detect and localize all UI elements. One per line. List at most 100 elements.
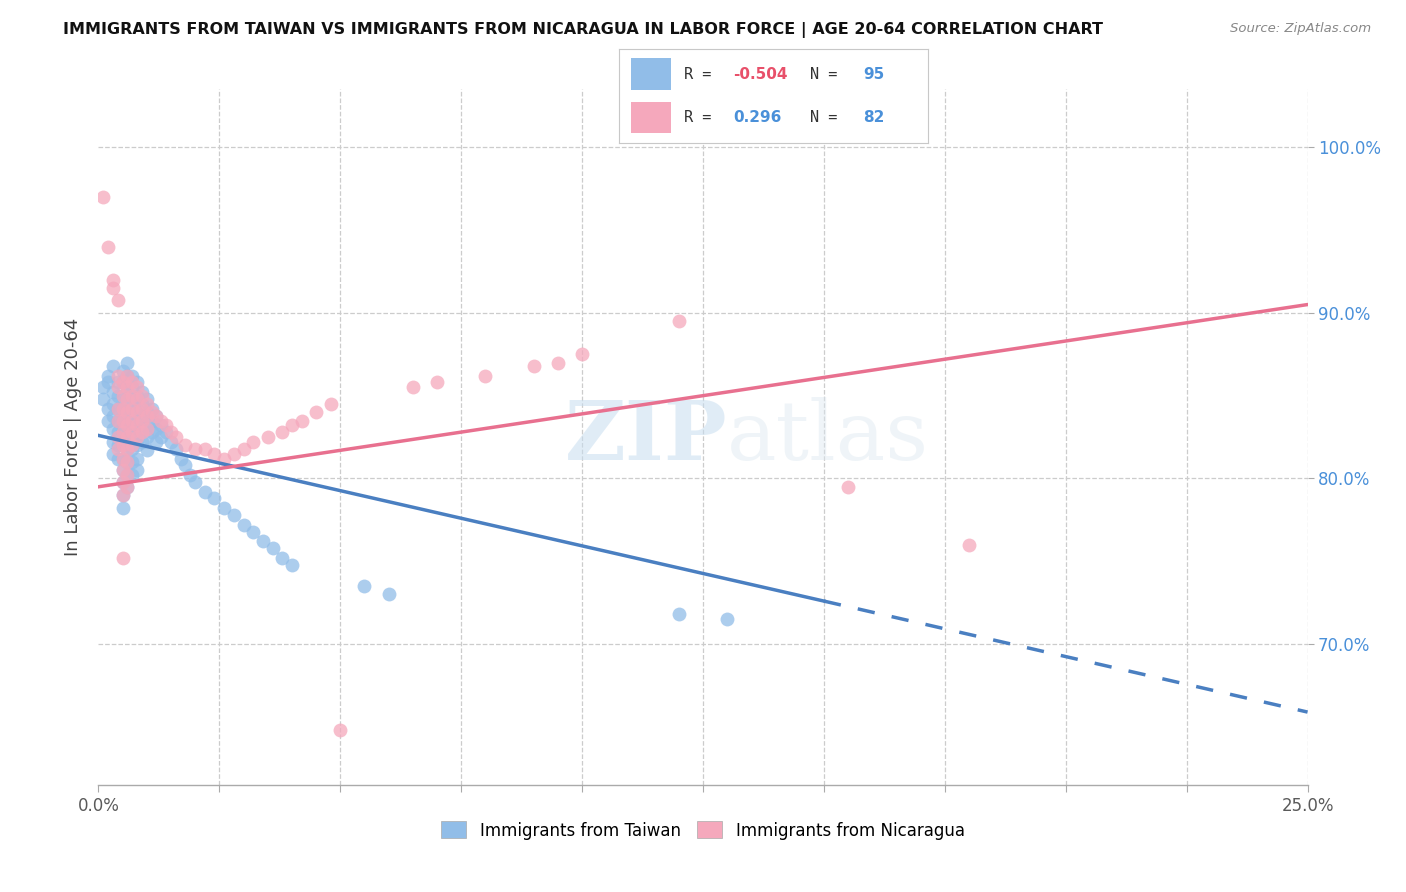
Point [97, 239, 120, 253]
Point [101, 447, 124, 461]
Point [135, 409, 157, 423]
Point [127, 376, 149, 390]
Point [837, 480, 859, 494]
Point [131, 389, 153, 403]
Point [121, 455, 143, 469]
Text: IMMIGRANTS FROM TAIWAN VS IMMIGRANTS FROM NICARAGUA IN LABOR FORCE | AGE 20-64 C: IMMIGRANTS FROM TAIWAN VS IMMIGRANTS FRO… [63, 22, 1104, 38]
Point [101, 281, 124, 295]
Point [107, 293, 129, 307]
Point [329, 723, 352, 738]
Point [135, 405, 157, 419]
Point [135, 443, 157, 458]
Point [150, 430, 173, 444]
Point [121, 401, 143, 416]
Point [111, 401, 134, 416]
Point [121, 468, 143, 483]
Point [141, 425, 163, 439]
Point [377, 587, 399, 601]
Text: N =: N = [810, 110, 846, 125]
Point [353, 579, 375, 593]
Point [184, 442, 207, 456]
Point [319, 397, 342, 411]
Point [111, 425, 134, 439]
Point [121, 438, 143, 452]
Point [150, 418, 173, 433]
Point [121, 425, 143, 439]
Point [174, 438, 197, 452]
Point [107, 389, 129, 403]
Point [135, 397, 157, 411]
Point [160, 425, 183, 439]
Point [121, 430, 143, 444]
Point [155, 418, 177, 433]
Point [111, 501, 134, 516]
Point [121, 413, 143, 427]
Point [111, 425, 134, 439]
Point [91, 392, 114, 406]
Point [117, 430, 139, 444]
Point [97, 376, 120, 390]
Point [290, 413, 312, 427]
Point [107, 438, 129, 452]
Point [127, 413, 149, 427]
Point [121, 368, 143, 383]
Text: 82: 82 [863, 110, 884, 125]
Point [271, 551, 294, 566]
Point [107, 376, 129, 390]
Text: atlas: atlas [727, 397, 929, 477]
Point [145, 435, 167, 450]
Point [232, 517, 254, 532]
Point [121, 405, 143, 419]
Point [474, 368, 496, 383]
Point [222, 447, 245, 461]
Point [131, 435, 153, 450]
Point [165, 430, 187, 444]
Point [131, 397, 153, 411]
Point [150, 413, 173, 427]
Point [281, 558, 304, 572]
Point [111, 475, 134, 489]
Point [111, 438, 134, 452]
Point [271, 425, 294, 439]
Point [523, 359, 546, 373]
Point [111, 389, 134, 403]
Point [169, 451, 191, 466]
Point [101, 359, 124, 373]
Point [141, 405, 163, 419]
Point [204, 491, 226, 506]
Point [135, 430, 157, 444]
Y-axis label: In Labor Force | Age 20-64: In Labor Force | Age 20-64 [65, 318, 83, 557]
Point [121, 380, 143, 394]
Text: R =: R = [683, 110, 720, 125]
Point [107, 425, 129, 439]
Point [101, 273, 124, 287]
Point [111, 401, 134, 416]
Point [117, 392, 139, 406]
Point [111, 451, 134, 466]
Point [121, 389, 143, 403]
Point [107, 430, 129, 444]
Point [252, 534, 274, 549]
Point [127, 451, 149, 466]
Point [117, 468, 139, 483]
Point [117, 480, 139, 494]
Text: 0.296: 0.296 [733, 110, 782, 125]
Point [242, 524, 264, 539]
Point [127, 430, 149, 444]
Point [262, 541, 284, 555]
Point [127, 426, 149, 441]
Point [135, 422, 157, 436]
Point [160, 435, 183, 450]
Point [165, 442, 187, 456]
Point [547, 355, 569, 369]
Point [101, 435, 124, 450]
Point [101, 397, 124, 411]
Point [111, 413, 134, 427]
Point [145, 409, 167, 423]
Point [131, 401, 153, 416]
Point [101, 385, 124, 400]
Point [212, 451, 235, 466]
Point [111, 376, 134, 390]
Point [668, 314, 690, 328]
Point [117, 368, 139, 383]
